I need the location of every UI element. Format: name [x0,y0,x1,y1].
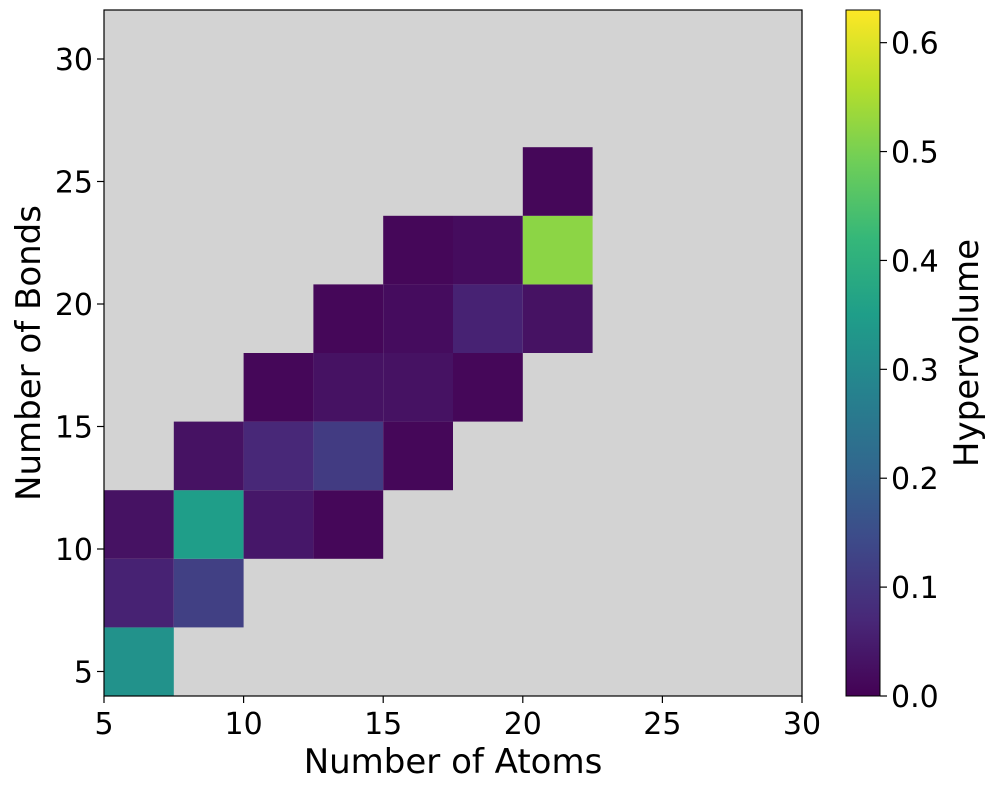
colorbar-tick-label: 0.3 [891,353,939,388]
x-tick-label: 25 [643,707,681,742]
heatmap-cell [313,421,384,491]
heatmap-cell [453,284,523,353]
x-axis-label: Number of Atoms [304,742,603,782]
y-tick-label: 25 [55,166,93,201]
x-axis: 5 10 15 20 25 30 [94,696,821,742]
x-tick-label: 5 [94,707,113,742]
heatmap-cell [104,490,174,559]
x-tick-label: 30 [783,707,821,742]
y-axis-label: Number of Bonds [9,205,49,501]
colorbar-tick-label: 0.1 [891,571,939,606]
heatmap-cell [383,353,453,422]
heatmap-cell [383,284,453,353]
y-tick-label: 15 [55,411,93,446]
y-tick-label: 30 [55,43,93,78]
colorbar-tick-label: 0.0 [891,680,939,715]
heatmap-cell [522,147,593,216]
heatmap-cell [453,215,523,285]
heatmap-cell [313,353,384,422]
heatmap-cell [522,284,593,353]
heatmap-cell [383,421,453,491]
heatmap-cell [173,558,244,628]
x-tick-label: 20 [504,707,542,742]
y-tick-label: 5 [74,656,93,691]
heatmap-cell [313,284,384,353]
heatmap-cell [173,421,244,491]
x-tick-label: 10 [225,707,263,742]
heatmap-cells [104,147,593,696]
plot-frame [103,9,803,697]
heatmap-cell [243,421,314,491]
colorbar-ticks: 0.0 0.1 0.2 0.3 0.4 0.5 0.6 [880,27,939,715]
colorbar-tick-label: 0.4 [891,244,939,279]
y-axis: 5 10 15 20 25 30 [55,43,104,691]
y-tick-label: 20 [55,288,93,323]
x-tick-label: 15 [364,707,402,742]
heatmap-cell [173,490,244,559]
heatmap-cell [453,353,523,422]
colorbar-tick-label: 0.2 [891,462,939,497]
colorbar [845,9,881,697]
colorbar-tick-label: 0.5 [891,136,939,171]
heatmap-cell [104,558,174,628]
heatmap-cell [383,215,453,285]
colorbar-label: Hypervolume [947,239,987,467]
heatmap-cell [522,215,593,285]
heatmap-cell [243,490,314,559]
heatmap-cell [313,490,384,559]
heatmap-cell [243,353,314,422]
y-tick-label: 10 [55,533,93,568]
colorbar-tick-label: 0.6 [891,27,939,62]
heatmap-cell [104,627,174,696]
